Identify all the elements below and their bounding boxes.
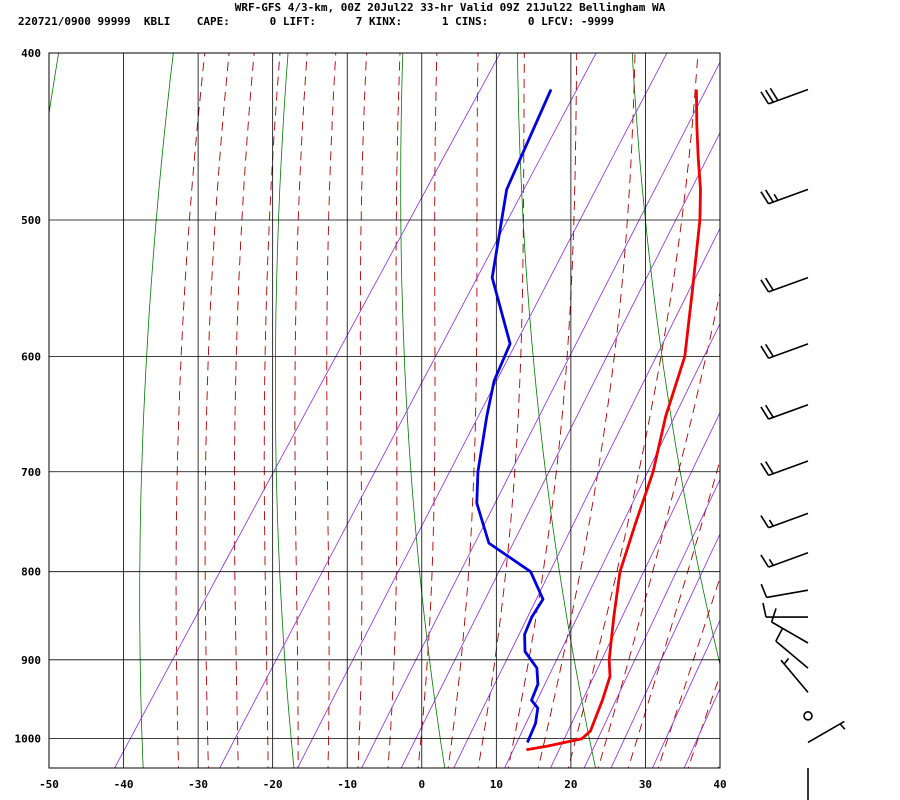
wind-barb [760,188,809,205]
mixing-ratio-line [453,227,720,768]
moist-adiabat-line [233,53,255,768]
moist-adiabat-line [204,53,230,768]
wind-barb [762,602,808,618]
wind-barb [760,403,809,420]
moist-adiabat-line [447,53,479,768]
dry-adiabat-line [745,34,899,775]
wind-barb [760,87,809,105]
dry-adiabat-line [400,53,446,768]
y-tick-label: 500 [21,214,41,227]
y-axis-ticks: 400 500 600 700 800 900 1000 [15,47,42,746]
mixing-ratio-line [297,53,668,768]
x-tick-label: -20 [263,778,283,791]
wind-barb [760,276,809,293]
wind-barb [807,768,809,800]
y-tick-label: 800 [21,566,41,579]
mixing-ratio-line [219,53,597,768]
wind-barb [770,608,809,644]
moist-adiabat-line [537,53,636,768]
wind-barb [760,583,809,599]
x-tick-label: 40 [713,778,726,791]
moist-adiabat-line [597,290,720,768]
wind-barb [760,512,809,529]
dry-adiabat-line [631,53,720,667]
wind-barb [807,720,846,744]
wind-barbs [760,87,846,800]
moist-adiabat-line [294,53,308,768]
moist-adiabat-line [567,53,699,768]
wind-barb [760,460,809,477]
mixing-ratio-line [400,131,720,768]
moist-adiabat-line [745,34,900,775]
y-tick-label: 700 [21,466,41,479]
wind-barb [780,657,809,693]
y-tick-label: 600 [21,350,41,363]
mixing-ratio-line [361,61,720,768]
moist-adiabat-line [357,53,368,768]
mixing-ratio-line [683,687,720,768]
y-tick-label: 900 [21,654,41,667]
moist-adiabat-line [657,576,720,768]
y-tick-label: 400 [21,47,41,60]
mixing-ratio-line [610,533,720,768]
moist-adiabat-line [387,53,401,768]
moist-adiabat-line [417,53,438,768]
moist-adiabat-line [326,53,337,768]
x-tick-label: 0 [418,778,425,791]
x-tick-label: -10 [337,778,357,791]
mixing-ratio-line [550,411,720,768]
mixing-ratio-line [504,322,720,768]
x-tick-label: -50 [39,778,59,791]
x-tick-label: 30 [639,778,652,791]
x-tick-label: -30 [188,778,208,791]
grid-lines [49,53,720,768]
chart-title: WRF-GFS 4/3-km, 00Z 20Jul22 33-hr Valid … [234,1,666,14]
mixing-ratio-line [718,34,900,775]
dry-adiabat-line [274,53,295,768]
dry-adiabat-line [517,53,596,768]
chart-stats-line: 220721/0900 99999 KBLI CAPE: 0 LIFT: 7 K… [18,15,615,28]
dry-adiabat-line [859,34,900,775]
x-tick-label: 10 [490,778,503,791]
mixing-ratio-lines [114,34,900,775]
x-axis-ticks: -50 -40 -30 -20 -10 0 10 20 30 40 [39,778,727,791]
plot-frame [48,52,721,769]
moist-adiabat-line [627,458,720,768]
x-tick-label: -40 [114,778,134,791]
y-tick-label: 1000 [15,733,42,746]
mixing-ratio-line [114,53,501,768]
moist-adiabat-line [687,673,720,768]
wind-barb [775,628,809,669]
mixing-ratio-line [583,478,720,768]
wind-barb [803,711,813,721]
dewpoint-line [475,88,553,743]
sounding-profiles [475,88,702,752]
wind-barb [760,551,809,568]
moist-adiabat-line [507,53,578,768]
wind-barb [760,343,809,359]
temperature-line [526,89,702,752]
mixing-ratio-line [652,619,720,768]
x-tick-label: 20 [564,778,577,791]
moist-adiabat-line [175,53,206,768]
